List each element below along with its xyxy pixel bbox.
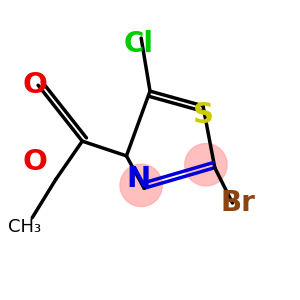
Text: O: O (23, 71, 48, 99)
Text: CH₃: CH₃ (8, 218, 41, 236)
Text: Br: Br (221, 189, 256, 217)
Text: O: O (23, 148, 48, 176)
Circle shape (120, 164, 162, 206)
Circle shape (185, 143, 227, 186)
Text: Cl: Cl (123, 30, 153, 58)
Text: N: N (126, 165, 150, 194)
Text: S: S (193, 101, 214, 129)
